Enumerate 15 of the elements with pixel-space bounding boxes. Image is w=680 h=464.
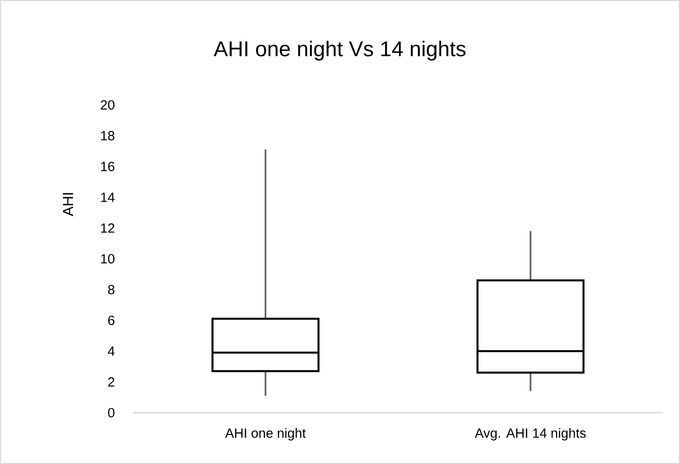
x-tick-label: Avg. AHI 14 nights bbox=[474, 428, 586, 440]
y-tick-label: 4 bbox=[108, 346, 115, 356]
y-tick-label: 0 bbox=[108, 408, 114, 418]
y-tick-label: 18 bbox=[101, 130, 114, 140]
y-tick-label: 6 bbox=[108, 316, 114, 326]
y-tick-label: 10 bbox=[101, 254, 114, 264]
y-tick-label: 14 bbox=[101, 192, 115, 202]
y-tick-label: 20 bbox=[100, 100, 114, 110]
y-tick-label: 16 bbox=[101, 162, 114, 172]
y-tick-label: 8 bbox=[108, 284, 114, 294]
y-axis-title: AHI bbox=[62, 193, 74, 216]
chart-title: AHI one night Vs 14 nights bbox=[214, 40, 466, 61]
y-tick-label: 2 bbox=[108, 377, 114, 387]
x-tick-label: AHI one night bbox=[225, 428, 306, 440]
y-tick-label: 12 bbox=[101, 223, 114, 233]
